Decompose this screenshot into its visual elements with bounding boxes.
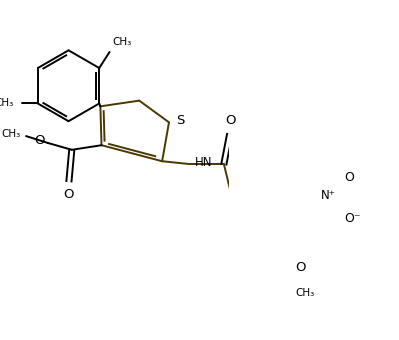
Text: HN: HN (195, 156, 213, 169)
Text: O⁻: O⁻ (344, 212, 360, 225)
Text: O: O (225, 115, 236, 128)
Text: CH₃: CH₃ (0, 99, 14, 108)
Text: O: O (344, 171, 354, 184)
Text: N⁺: N⁺ (321, 189, 336, 202)
Text: O: O (34, 134, 44, 147)
Text: CH₃: CH₃ (295, 288, 314, 298)
Text: S: S (176, 114, 184, 126)
Text: CH₃: CH₃ (1, 129, 20, 139)
Text: O: O (295, 261, 306, 274)
Text: CH₃: CH₃ (113, 37, 132, 48)
Text: O: O (64, 188, 74, 201)
